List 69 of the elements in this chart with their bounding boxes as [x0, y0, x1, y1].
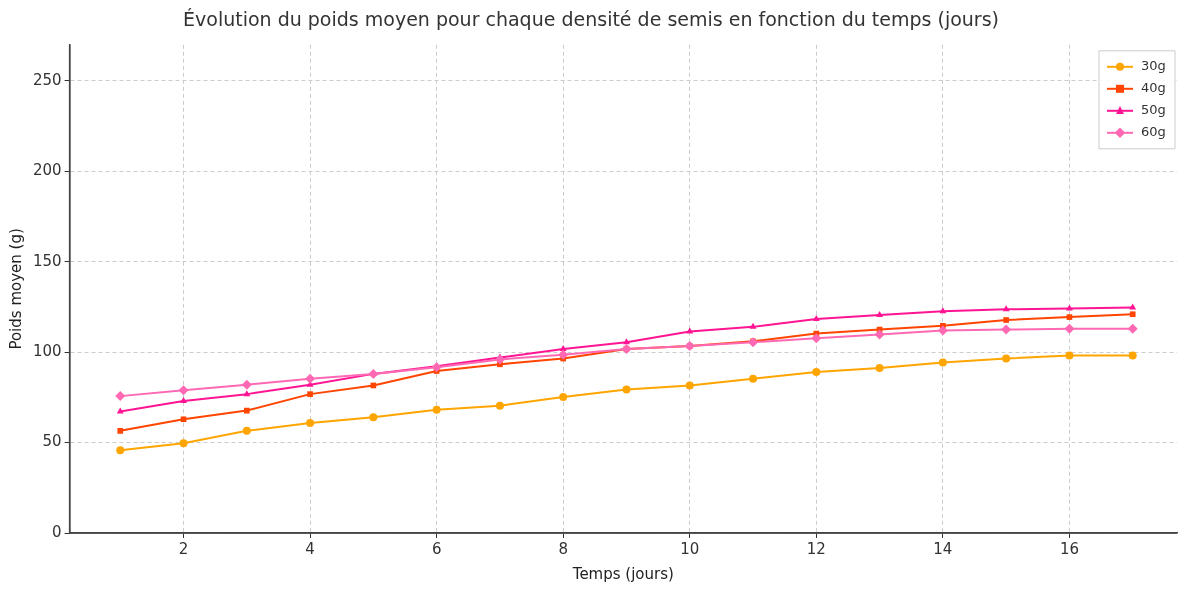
- point: [939, 307, 947, 314]
- point: [1064, 323, 1075, 334]
- point: [559, 344, 567, 351]
- x-axis-title: Temps (jours): [571, 564, 674, 583]
- point: [431, 362, 442, 373]
- point: [241, 379, 252, 390]
- x-tick-label: 16: [1059, 539, 1079, 558]
- y-tick-label: 50: [42, 432, 62, 451]
- point: [495, 401, 504, 410]
- y-tick-label: 0: [52, 522, 62, 541]
- point: [558, 349, 569, 360]
- point: [432, 405, 441, 414]
- point: [115, 391, 126, 402]
- point: [178, 385, 189, 396]
- x-tick-label: 4: [305, 539, 315, 558]
- point: [686, 327, 694, 334]
- x-tick-label: 14: [933, 539, 953, 558]
- legend-label: 30g: [1141, 58, 1166, 74]
- point: [1129, 311, 1136, 318]
- x-tick-label: 6: [431, 539, 442, 558]
- point: [623, 338, 630, 345]
- point: [369, 413, 378, 422]
- legend-label: 40g: [1141, 80, 1166, 96]
- chart-title: Évolution du poids moyen pour chaque densité de semis en fonction du temps (jours): [183, 8, 999, 31]
- x-tick-label: 8: [558, 539, 568, 558]
- legend-label: 50g: [1141, 102, 1166, 118]
- point: [1002, 305, 1010, 312]
- point: [243, 407, 250, 414]
- point: [180, 416, 187, 423]
- point: [938, 358, 947, 367]
- point: [749, 322, 757, 329]
- point: [180, 397, 187, 404]
- point: [1129, 303, 1137, 310]
- point: [494, 354, 505, 365]
- x-tick-label: 10: [680, 539, 700, 558]
- point: [242, 426, 251, 435]
- legend-label: 60g: [1141, 124, 1166, 140]
- point: [622, 385, 631, 394]
- point: [1066, 314, 1073, 320]
- point: [559, 393, 568, 402]
- point: [179, 439, 188, 448]
- point: [875, 364, 884, 373]
- y-tick-label: 200: [32, 161, 62, 180]
- y-axis-title: Poids moyen (g): [6, 228, 25, 350]
- point: [243, 390, 251, 397]
- point: [306, 419, 315, 428]
- point: [937, 325, 948, 336]
- point: [874, 329, 885, 340]
- point: [1065, 351, 1074, 360]
- point: [116, 446, 125, 455]
- point: [685, 381, 694, 390]
- point: [1002, 354, 1011, 363]
- point: [811, 333, 822, 344]
- x-tick-label: 2: [178, 539, 189, 558]
- point: [1128, 351, 1137, 360]
- point: [1001, 324, 1012, 335]
- point: [749, 374, 758, 383]
- y-tick-label: 150: [32, 251, 62, 270]
- point: [1127, 323, 1138, 334]
- point: [305, 373, 316, 384]
- x-tick-label: 12: [806, 539, 826, 558]
- y-tick-label: 100: [32, 342, 62, 361]
- point: [117, 428, 124, 434]
- point: [1003, 317, 1009, 323]
- point: [812, 315, 820, 322]
- point: [812, 368, 821, 377]
- point: [876, 311, 884, 318]
- point: [307, 391, 313, 397]
- y-tick-label: 250: [32, 70, 62, 89]
